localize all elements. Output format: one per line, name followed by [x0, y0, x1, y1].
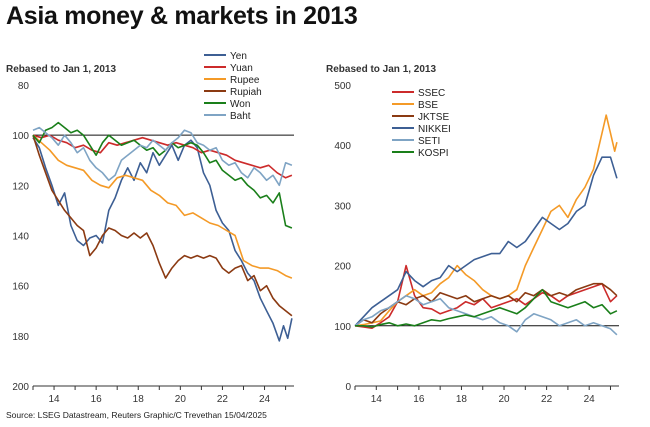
chart-subtitle: Rebased to Jan 1, 2013 — [6, 64, 116, 75]
x-tick-label: 22 — [217, 394, 229, 405]
y-tick-label: 200 — [12, 382, 29, 393]
series-line-rupiah — [32, 134, 293, 317]
y-tick-label: 300 — [334, 201, 351, 212]
series-line-yuan — [32, 134, 293, 179]
y-tick-label: 100 — [334, 322, 351, 333]
legend-label-ssec: SSEC — [418, 88, 445, 99]
chart-panel-stock-markets: Rebased to Jan 1, 2013 0 100 200 300 400 500 14… — [326, 64, 619, 405]
y-tick-label: 0 — [345, 382, 351, 393]
y-tick-label: 180 — [12, 332, 29, 343]
legend-label-nikkei: NIKKEI — [418, 124, 451, 135]
y-tick-label: 400 — [334, 141, 351, 152]
series-line-kospi — [355, 288, 618, 328]
legend-label-baht: Baht — [230, 111, 251, 122]
x-tick-label: 22 — [541, 394, 553, 405]
series-line-seti — [354, 294, 618, 336]
x-tick-label: 18 — [133, 394, 145, 405]
y-tick-label: 140 — [12, 232, 29, 243]
legend-label-yen: Yen — [230, 51, 247, 62]
x-tick-label: 14 — [371, 394, 383, 405]
series-line-rupee — [32, 134, 293, 279]
series-line-nikkei — [354, 156, 618, 327]
y-tick-label: 100 — [12, 131, 29, 142]
y-tick-label: 200 — [334, 262, 351, 273]
legend-label-rupee: Rupee — [230, 75, 260, 86]
x-tick-label: 18 — [456, 394, 468, 405]
series-line-ssec — [354, 264, 618, 330]
series-line-won — [32, 121, 293, 229]
legend-label-won: Won — [230, 99, 250, 110]
chart-subtitle: Rebased to Jan 1, 2013 — [326, 64, 436, 75]
x-tick-label: 24 — [259, 394, 271, 405]
legend-label-rupiah: Rupiah — [230, 87, 262, 98]
x-tick-label: 14 — [48, 394, 60, 405]
chart-panel-currencies: Rebased to Jan 1, 2013 80 100 120 140 160 180 2… — [6, 51, 294, 405]
series-line-jktse — [354, 282, 618, 327]
series-line-yen — [32, 137, 293, 342]
series-line-bse — [354, 114, 618, 327]
x-tick-label: 16 — [91, 394, 103, 405]
y-tick-label: 500 — [334, 81, 351, 92]
series-line-baht — [32, 126, 293, 187]
source-note: Source: LSEG Datastream, Reuters Graphic… — [6, 410, 267, 420]
x-tick-label: 24 — [584, 394, 596, 405]
legend-label-jktse: JKTSE — [418, 112, 449, 123]
legend-label-kospi: KOSPI — [418, 148, 449, 159]
x-tick-label: 16 — [413, 394, 425, 405]
legend-label-bse: BSE — [418, 100, 438, 111]
y-tick-label: 80 — [18, 81, 30, 92]
page-title: Asia money & markets in 2013 — [6, 2, 358, 30]
legend-label-yuan: Yuan — [230, 63, 253, 74]
legend-label-seti: SETI — [418, 136, 440, 147]
x-tick-label: 20 — [498, 394, 510, 405]
x-tick-label: 20 — [175, 394, 187, 405]
y-tick-label: 160 — [12, 282, 29, 293]
y-tick-label: 120 — [12, 181, 29, 192]
